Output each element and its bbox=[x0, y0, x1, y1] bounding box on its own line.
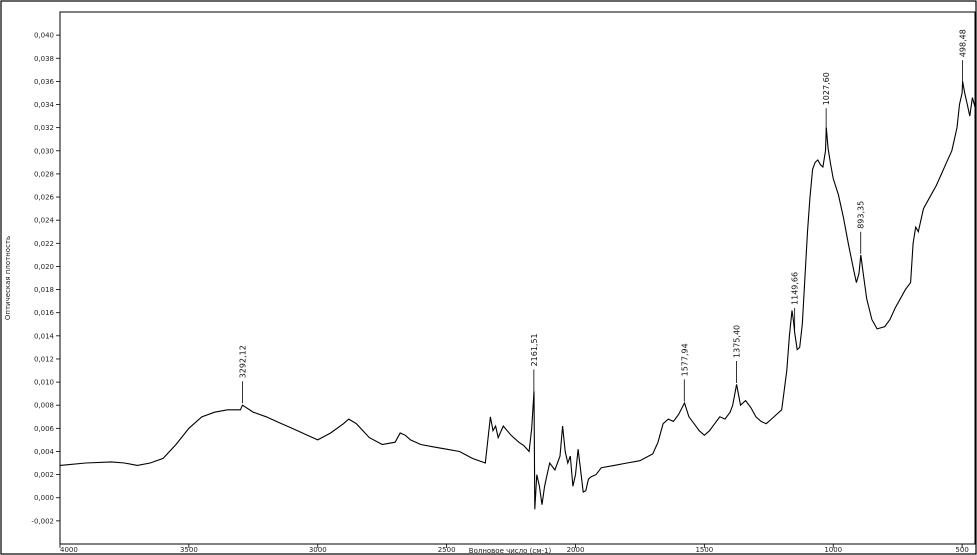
y-tick-label: 0,008 bbox=[34, 402, 54, 410]
x-axis-title: Волновое число (см-1) bbox=[469, 547, 552, 555]
y-tick-label: 0,002 bbox=[34, 471, 54, 479]
peak-label: 893,35 bbox=[857, 201, 866, 229]
peak-label: 498,48 bbox=[959, 29, 968, 57]
y-tick-label: 0,000 bbox=[34, 494, 54, 502]
x-tick-label: 500 bbox=[955, 546, 968, 554]
y-tick-label: 0,026 bbox=[34, 194, 55, 202]
y-tick-label: -0,002 bbox=[31, 517, 54, 525]
peak-label: 1027,60 bbox=[822, 72, 831, 105]
y-tick-label: 0,034 bbox=[34, 101, 55, 109]
x-tick-label: 1000 bbox=[824, 546, 842, 554]
y-tick-label: 0,014 bbox=[34, 332, 55, 340]
y-tick-label: 0,038 bbox=[34, 55, 54, 63]
x-tick-label: 4000 bbox=[60, 546, 78, 554]
y-axis: -0,002 0,000 0,002 0,004 0,006 0,008 0,010 0,01… bbox=[31, 32, 60, 525]
x-tick-label: 3500 bbox=[180, 546, 198, 554]
x-tick-label: 2500 bbox=[438, 546, 456, 554]
y-tick-label: 0,004 bbox=[34, 448, 55, 456]
y-tick-label: 0,006 bbox=[34, 425, 55, 433]
peak-label: 1375,40 bbox=[732, 325, 741, 358]
x-tick-label: 2000 bbox=[567, 546, 585, 554]
y-tick-label: 0,040 bbox=[34, 32, 54, 40]
y-tick-label: 0,036 bbox=[34, 78, 55, 86]
x-tick-label: 3000 bbox=[309, 546, 327, 554]
plot-area bbox=[59, 11, 976, 545]
y-tick-label: 0,018 bbox=[34, 286, 54, 294]
y-tick-label: 0,024 bbox=[34, 217, 55, 225]
y-tick-label: 0,030 bbox=[34, 147, 54, 155]
peak-label: 2161,51 bbox=[530, 333, 539, 366]
peak-labels: 3292,12 2161,51 1577,94 1375,40 1149,66 1027,… bbox=[238, 29, 968, 404]
y-tick-label: 0,032 bbox=[34, 124, 54, 132]
peak-label: 1577,94 bbox=[680, 343, 689, 376]
spectrum-line bbox=[59, 81, 976, 510]
peak-label: 3292,12 bbox=[238, 345, 247, 378]
x-tick-label: 1500 bbox=[695, 546, 713, 554]
y-tick-label: 0,010 bbox=[34, 379, 54, 387]
y-tick-label: 0,028 bbox=[34, 170, 54, 178]
y-tick-label: 0,016 bbox=[34, 309, 55, 317]
y-tick-label: 0,020 bbox=[34, 263, 54, 271]
x-axis: 4000 3500 3000 2500 2000 1500 1000 500 bbox=[59, 544, 969, 554]
y-tick-label: 0,012 bbox=[34, 355, 54, 363]
peak-label: 1149,66 bbox=[791, 272, 800, 305]
y-axis-title: Оптическая плотность bbox=[4, 236, 12, 320]
y-tick-label: 0,022 bbox=[34, 240, 54, 248]
